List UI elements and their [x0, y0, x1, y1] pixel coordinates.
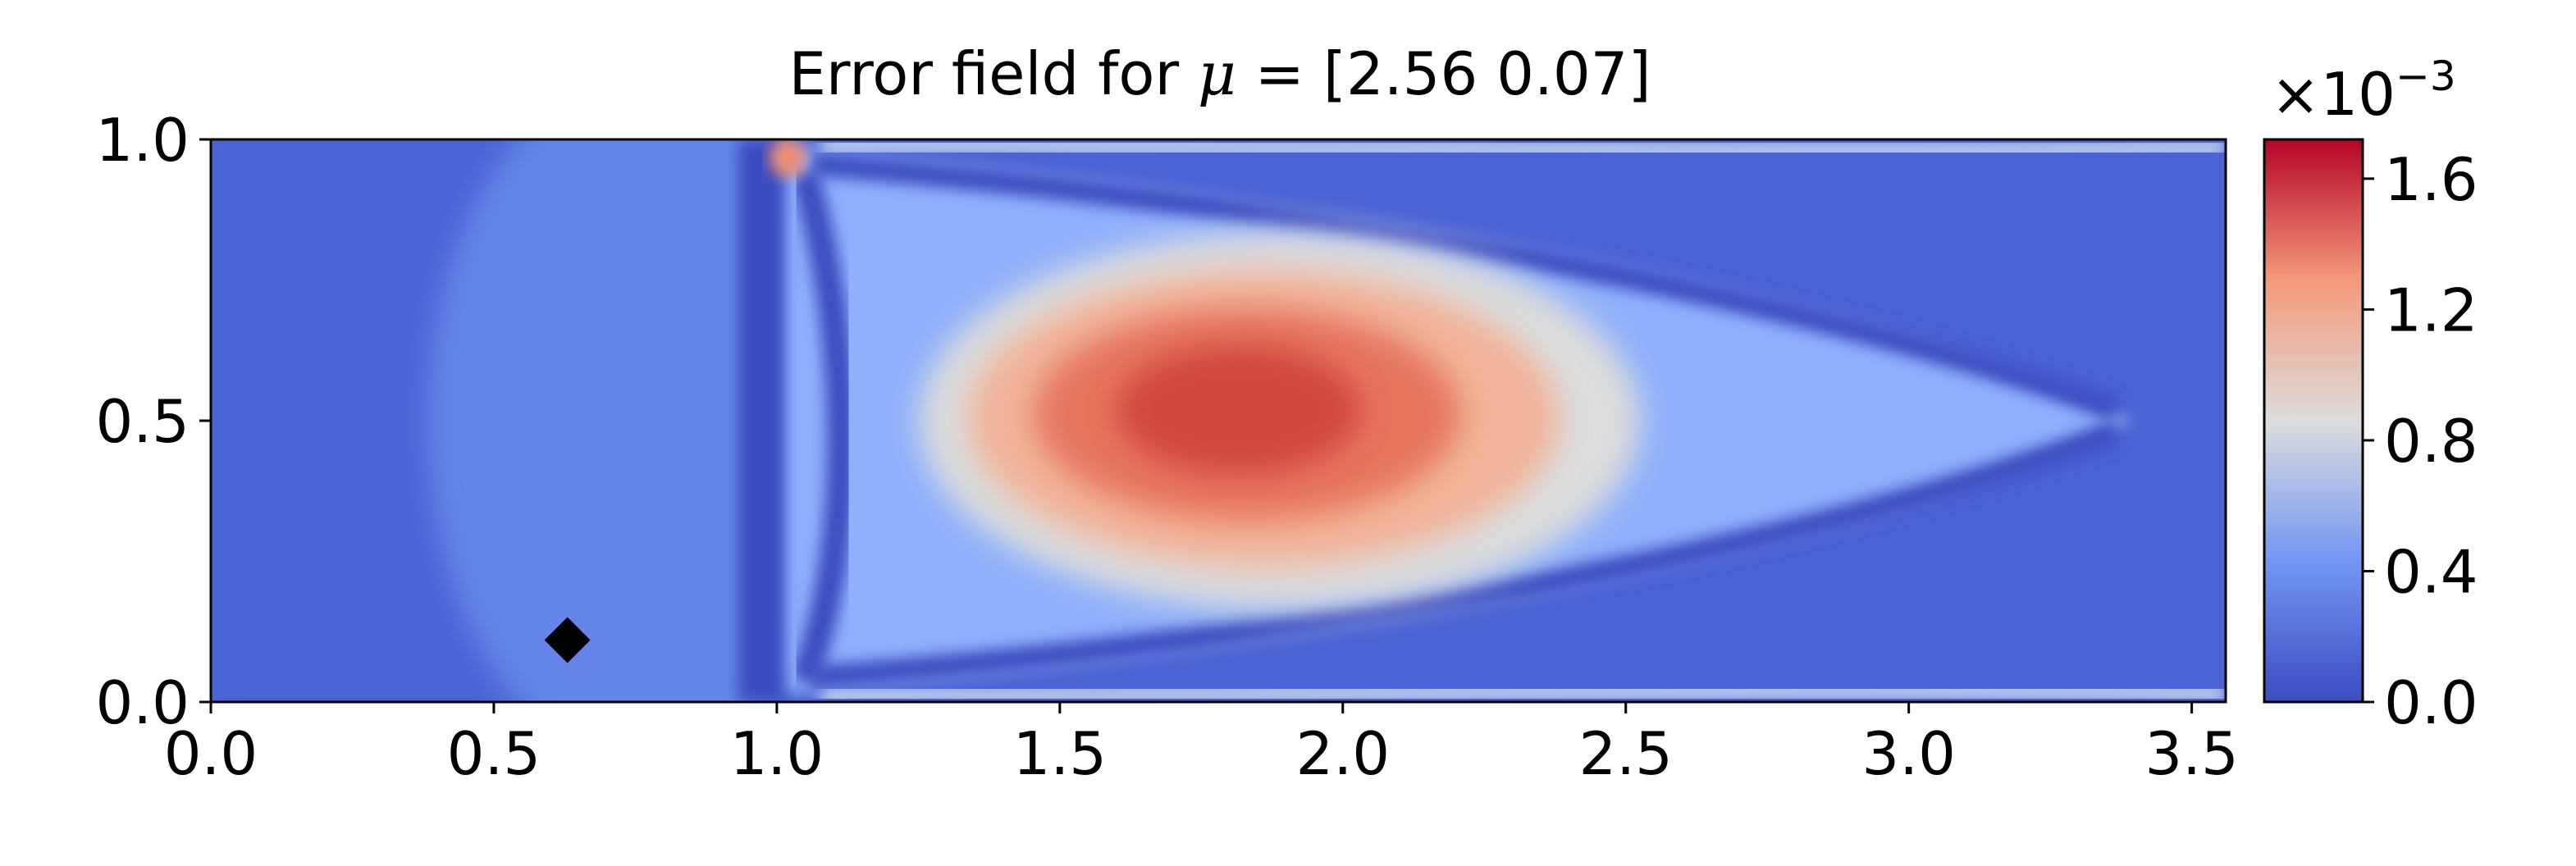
- x-tick-label: 3.0: [1861, 719, 1956, 788]
- colorbar-tick-label: 1.2: [2384, 276, 2478, 344]
- x-tick-label: 1.0: [730, 719, 824, 788]
- diamond-marker: [544, 617, 591, 663]
- x-tick-label: 0.5: [447, 719, 541, 788]
- colorbar-tick-label: 0.0: [2384, 668, 2478, 737]
- y-axis: 0.0 0.5 1.0: [95, 106, 211, 737]
- x-tick-label: 2.0: [1296, 719, 1391, 788]
- x-tick-label: 0.0: [164, 719, 258, 788]
- heatmap-field: [211, 139, 2226, 702]
- colorbar: 0.0 0.4 0.8 1.2 1.6 ×10−3: [2263, 52, 2478, 737]
- colorbar-scale-label: ×10−3: [2271, 52, 2456, 129]
- x-tick-label: 2.5: [1578, 719, 1673, 788]
- y-tick-label: 0.5: [95, 387, 190, 456]
- chart-title: Error field for μ = [2.56 0.07]: [788, 39, 1651, 108]
- probe-marker: [544, 617, 591, 663]
- y-tick-label: 0.0: [95, 668, 190, 737]
- x-tick-label: 3.5: [2144, 719, 2239, 788]
- y-tick-label: 1.0: [95, 106, 190, 175]
- colorbar-axis: 0.0 0.4 0.8 1.2 1.6: [2363, 145, 2478, 737]
- x-tick-label: 1.5: [1013, 719, 1108, 788]
- colorbar-tick-label: 0.8: [2384, 407, 2478, 476]
- colorbar-tick-label: 0.4: [2384, 537, 2478, 606]
- colorbar-tick-label: 1.6: [2384, 145, 2478, 214]
- x-axis: 0.0 0.5 1.0 1.5 2.0 2.5 3.0 3.5: [164, 702, 2239, 788]
- colorbar-gradient: [2263, 138, 2364, 704]
